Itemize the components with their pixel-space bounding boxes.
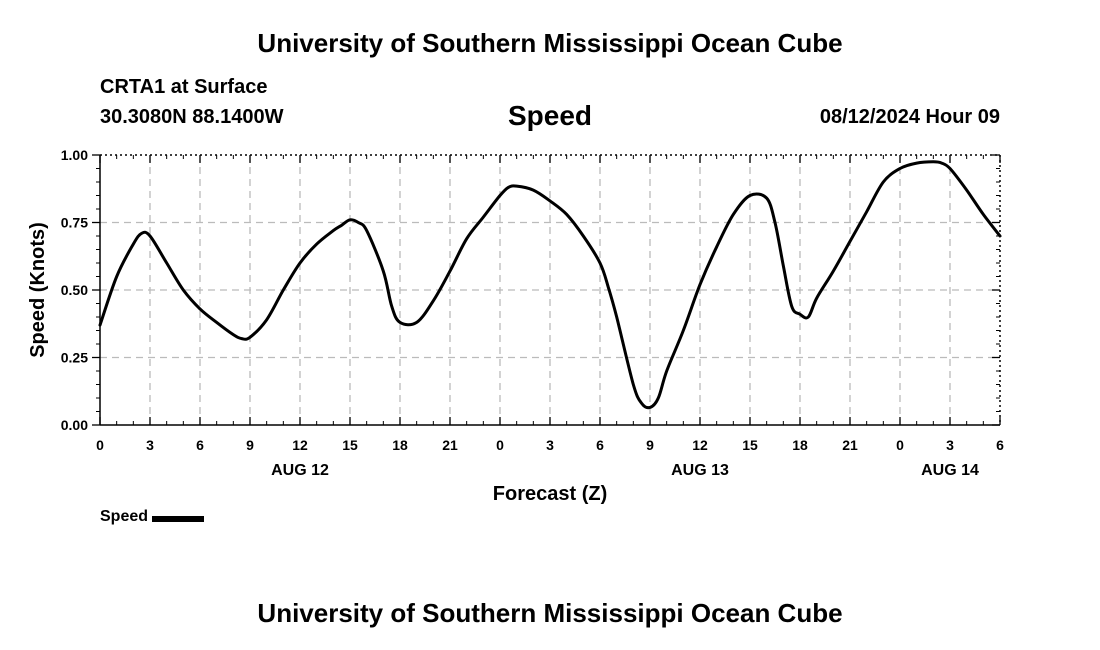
legend-swatch [152, 515, 205, 522]
date-label: AUG 12 [271, 462, 329, 479]
y-axis-label: Speed (Knots) [27, 222, 49, 358]
y-tick-label: 0.75 [61, 215, 88, 231]
y-tick-label: 0.25 [61, 350, 88, 366]
chart-title: Speed [507, 100, 593, 131]
x-tick-label: 21 [442, 437, 458, 453]
x-tick-label: 6 [996, 437, 1004, 453]
legend-label: Speed [100, 508, 149, 525]
y-tick-label: 0.50 [61, 282, 88, 298]
x-tick-label: 9 [646, 437, 654, 453]
page-title-top: University of Southern Mississippi Ocean… [257, 28, 843, 58]
x-tick-label: 6 [596, 437, 604, 453]
x-tick-label: 6 [196, 437, 204, 453]
x-tick-label: 9 [246, 437, 254, 453]
x-tick-label: 18 [792, 437, 808, 453]
x-tick-label: 0 [896, 437, 904, 453]
legend: Speed [100, 508, 205, 526]
x-tick-label: 21 [842, 437, 858, 453]
x-tick-label: 3 [946, 437, 954, 453]
y-tick-label: 1.00 [61, 147, 88, 163]
page-title-bottom: University of Southern Mississippi Ocean… [257, 598, 843, 628]
x-tick-label: 0 [496, 437, 504, 453]
x-tick-label: 12 [692, 437, 708, 453]
date-label: AUG 14 [921, 462, 979, 479]
station-label: CRTA1 at Surface [100, 76, 268, 98]
station-coordinates: 30.3080N 88.1400W [100, 106, 284, 128]
x-tick-label: 3 [146, 437, 154, 453]
x-tick-label: 12 [292, 437, 308, 453]
series-line-speed [98, 160, 1002, 410]
x-tick-label: 15 [742, 437, 758, 453]
x-axis-label: Forecast (Z) [493, 483, 607, 505]
forecast-datetime: 08/12/2024 Hour 09 [819, 106, 1000, 128]
x-tick-label: 0 [96, 437, 104, 453]
x-tick-label: 3 [546, 437, 554, 453]
date-label: AUG 13 [671, 462, 729, 479]
x-tick-label: 15 [342, 437, 358, 453]
y-tick-label: 0.00 [61, 417, 88, 433]
x-tick-label: 18 [392, 437, 408, 453]
